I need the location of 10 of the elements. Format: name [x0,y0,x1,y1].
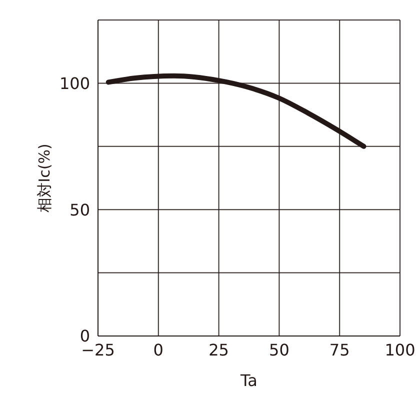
y-tick-label: 0 [80,326,90,346]
x-tick-label: 100 [384,340,416,360]
x-tick-label: 25 [208,340,229,360]
y-tick-label: 100 [59,74,90,93]
x-axis-title: Ta [240,371,258,390]
y-axis-title: 相対Ic(%) [35,144,54,212]
x-tick-label: 75 [329,340,350,360]
x-tick-label: 0 [153,340,164,360]
x-tick-label: 50 [269,340,290,360]
y-tick-label: 50 [70,200,90,220]
